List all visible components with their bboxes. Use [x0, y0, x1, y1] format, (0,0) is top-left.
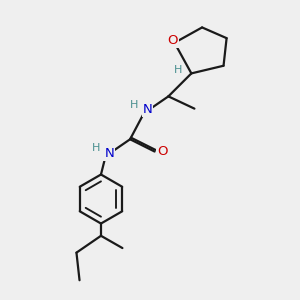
Text: N: N: [143, 103, 152, 116]
Text: H: H: [92, 142, 100, 152]
Text: H: H: [173, 65, 182, 75]
Text: O: O: [157, 145, 167, 158]
Text: O: O: [168, 34, 178, 47]
Text: H: H: [130, 100, 138, 110]
Text: N: N: [104, 147, 114, 160]
